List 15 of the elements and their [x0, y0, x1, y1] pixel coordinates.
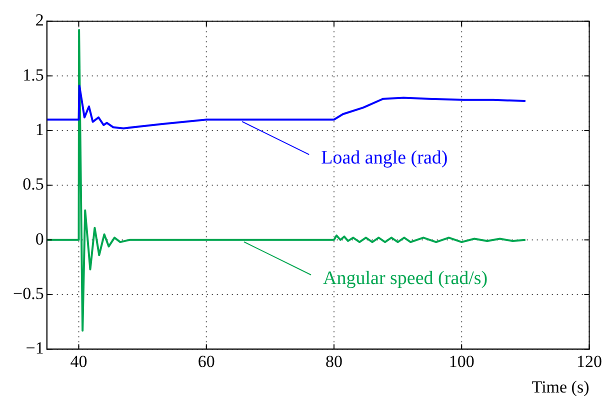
y-tick-label: 1.5 — [22, 65, 44, 84]
x-axis-title: Time (s) — [532, 377, 590, 396]
y-tick-label: −0.5 — [12, 284, 44, 303]
annotation: Load angle (rad) — [321, 148, 448, 169]
x-tick-label: 40 — [70, 352, 88, 371]
annotation: Angular speed (rad/s) — [323, 268, 488, 289]
x-tick-label: 60 — [198, 352, 215, 371]
y-tick-label: 1 — [35, 120, 44, 139]
x-tick-label: 80 — [325, 352, 342, 371]
y-tick-label: −1 — [26, 338, 44, 358]
x-tick-label: 120 — [576, 352, 602, 371]
x-tick-label: 100 — [448, 352, 474, 371]
y-tick-label: 0.5 — [22, 174, 44, 194]
y-tick-label: 0 — [35, 229, 44, 248]
y-tick-label: 2 — [35, 10, 44, 30]
